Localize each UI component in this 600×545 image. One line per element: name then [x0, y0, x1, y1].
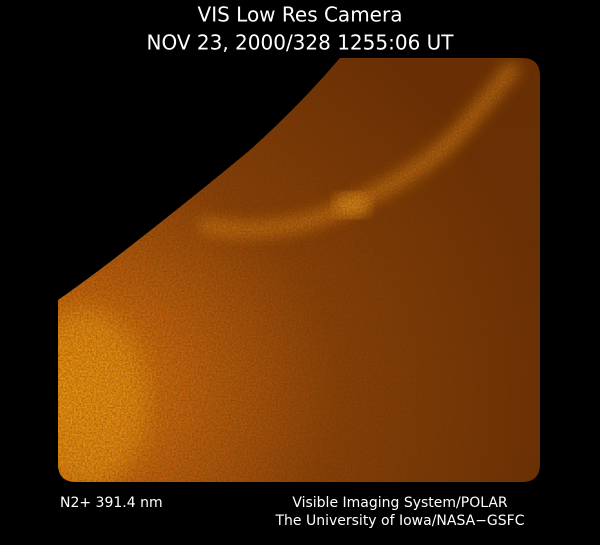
- timestamp: NOV 23, 2000/328 1255:06 UT: [146, 31, 454, 55]
- camera-image: [58, 58, 540, 482]
- wavelength: N2+ 391.4 nm: [60, 495, 163, 511]
- instrument: Visible Imaging System/POLAR: [292, 495, 508, 511]
- institution: The University of Iowa/NASA−GSFC: [274, 513, 524, 529]
- title: VIS Low Res Camera: [198, 3, 403, 27]
